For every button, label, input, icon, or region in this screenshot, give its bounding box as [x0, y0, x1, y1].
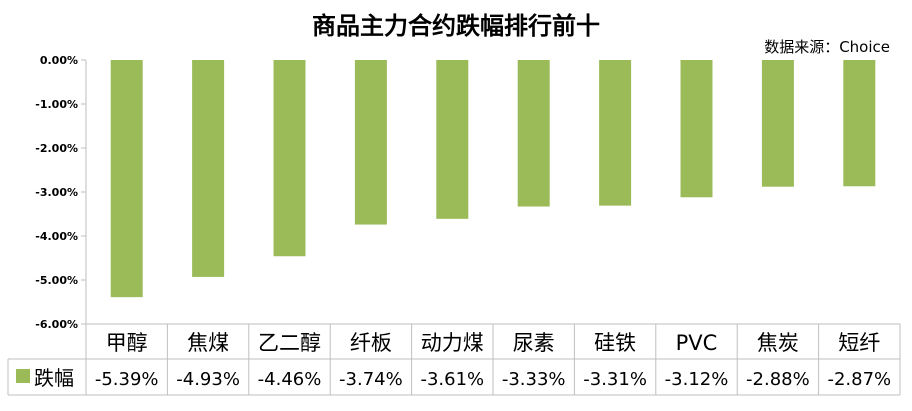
x-category-label: 短纤 — [838, 331, 880, 355]
legend-label: 跌幅 — [34, 366, 74, 390]
bar-4 — [436, 60, 469, 219]
data-label: -4.46% — [258, 369, 322, 390]
x-category-label: 尿素 — [513, 331, 555, 355]
data-label: -3.12% — [665, 369, 729, 390]
data-label: -5.39% — [95, 369, 159, 390]
bar-3 — [354, 60, 387, 225]
data-label: -2.87% — [827, 369, 891, 390]
bar-0 — [110, 60, 143, 298]
y-tick-label: -3.00% — [35, 186, 78, 199]
y-tick-label: -6.00% — [35, 318, 78, 331]
legend-swatch — [16, 369, 30, 383]
y-tick-label: -1.00% — [35, 98, 78, 111]
y-tick-label: -5.00% — [35, 274, 78, 287]
chart-title: 商品主力合约跌幅排行前十 — [312, 12, 600, 40]
bar-1 — [192, 60, 225, 277]
source-note: 数据来源：Choice — [764, 38, 890, 56]
data-label: -4.93% — [176, 369, 240, 390]
x-category-label: 焦煤 — [187, 331, 229, 355]
x-category-label: 乙二醇 — [258, 331, 321, 355]
bar-2 — [273, 60, 306, 257]
x-category-label: 甲醇 — [106, 331, 148, 355]
y-tick-label: -2.00% — [35, 142, 78, 155]
bar-7 — [680, 60, 713, 198]
x-category-label: 动力煤 — [421, 331, 484, 355]
x-category-label: 硅铁 — [594, 331, 636, 355]
x-category-label: PVC — [676, 331, 718, 355]
data-label: -3.61% — [420, 369, 484, 390]
x-category-label: 焦炭 — [757, 331, 799, 355]
bar-8 — [761, 60, 794, 187]
x-category-label: 纤板 — [350, 331, 392, 355]
y-tick-label: 0.00% — [40, 54, 78, 67]
bar-6 — [599, 60, 632, 206]
y-tick-label: -4.00% — [35, 230, 78, 243]
data-label: -3.33% — [502, 369, 566, 390]
bar-9 — [843, 60, 876, 187]
bar-5 — [517, 60, 550, 207]
data-label: -2.88% — [746, 369, 810, 390]
data-label: -3.74% — [339, 369, 403, 390]
data-label: -3.31% — [583, 369, 647, 390]
